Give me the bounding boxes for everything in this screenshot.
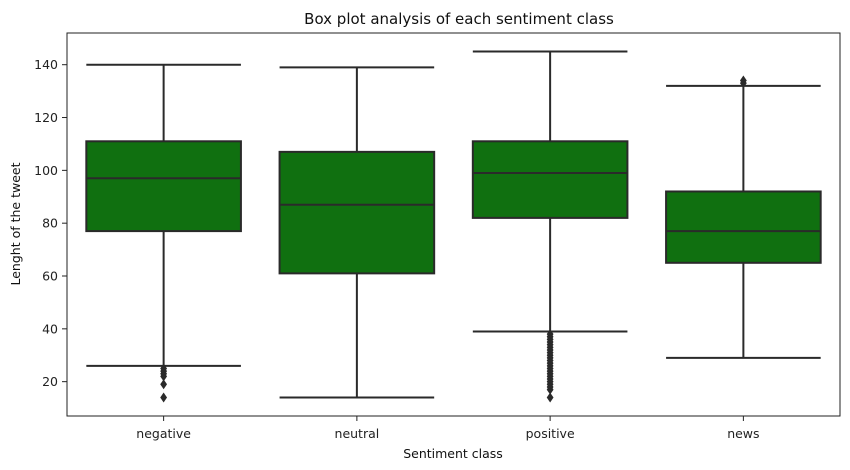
box-positive: [471, 50, 629, 403]
box-negative: [85, 63, 242, 403]
x-tick-label: positive: [526, 426, 575, 441]
outlier-point: [546, 329, 554, 340]
iqr-box: [278, 150, 436, 275]
iqr-box: [471, 140, 629, 219]
y-tick-label: 80: [42, 216, 58, 231]
y-tick-label: 120: [34, 110, 58, 125]
plot-frame: [66, 32, 841, 417]
iqr-box: [665, 190, 822, 264]
outlier-point: [739, 75, 747, 86]
y-tick-label: 20: [42, 374, 58, 389]
x-tick-label: news: [727, 426, 759, 441]
plot-area: [85, 50, 822, 403]
box-neutral: [278, 66, 436, 399]
y-tick-label: 140: [34, 57, 58, 72]
chart-title: Box plot analysis of each sentiment clas…: [304, 10, 614, 28]
x-axis-label: Sentiment class: [403, 446, 503, 461]
y-axis-label: Lenght of the tweet: [8, 162, 23, 285]
x-tick-label: neutral: [335, 426, 380, 441]
outlier-point: [160, 392, 168, 403]
outlier-point: [160, 379, 168, 390]
x-axis: negative neutral positive news: [136, 416, 760, 441]
iqr-box: [85, 140, 242, 233]
outlier-point: [546, 392, 554, 403]
box-news: [665, 75, 822, 359]
y-tick-label: 60: [42, 269, 58, 284]
outlier-point: [160, 363, 168, 374]
y-tick-label: 40: [42, 321, 58, 336]
y-tick-label: 100: [34, 163, 58, 178]
y-axis: 20 40 60 80 100 120 140: [34, 57, 67, 389]
x-tick-label: negative: [136, 426, 191, 441]
